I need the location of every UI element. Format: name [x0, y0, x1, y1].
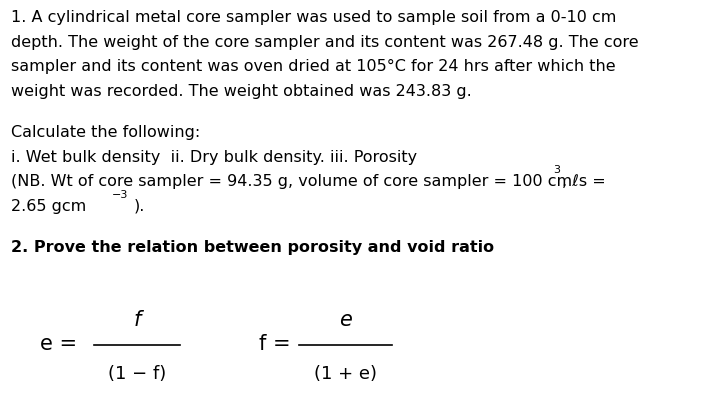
Text: ).: ).	[133, 198, 145, 213]
Text: (NB. Wt of core sampler = 94.35 g, volume of core sampler = 100 cm: (NB. Wt of core sampler = 94.35 g, volum…	[11, 174, 572, 189]
Text: 2.65 gcm: 2.65 gcm	[11, 198, 86, 213]
Text: −3: −3	[112, 189, 128, 199]
Text: (1 − f): (1 − f)	[108, 364, 166, 382]
Text: e =: e =	[40, 334, 77, 353]
Text: , ℓs =: , ℓs =	[562, 174, 606, 189]
Text: f: f	[133, 309, 140, 329]
Text: 2. Prove the relation between porosity and void ratio: 2. Prove the relation between porosity a…	[11, 239, 494, 254]
Text: 3: 3	[553, 165, 560, 175]
Text: depth. The weight of the core sampler and its content was 267.48 g. The core: depth. The weight of the core sampler an…	[11, 35, 639, 50]
Text: e: e	[339, 309, 352, 329]
Text: f =: f =	[259, 334, 291, 353]
Text: Calculate the following:: Calculate the following:	[11, 125, 200, 140]
Text: i. Wet bulk density  ii. Dry bulk density. iii. Porosity: i. Wet bulk density ii. Dry bulk density…	[11, 149, 417, 164]
Text: sampler and its content was oven dried at 105°C for 24 hrs after which the: sampler and its content was oven dried a…	[11, 59, 616, 74]
Text: weight was recorded. The weight obtained was 243.83 g.: weight was recorded. The weight obtained…	[11, 84, 472, 99]
Text: 1. A cylindrical metal core sampler was used to sample soil from a 0-10 cm: 1. A cylindrical metal core sampler was …	[11, 10, 616, 25]
Text: (1 + e): (1 + e)	[314, 364, 377, 382]
